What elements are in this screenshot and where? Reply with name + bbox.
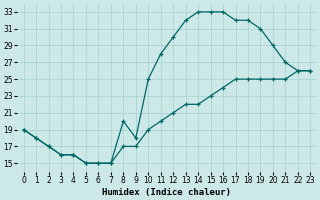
X-axis label: Humidex (Indice chaleur): Humidex (Indice chaleur) [102,188,231,197]
